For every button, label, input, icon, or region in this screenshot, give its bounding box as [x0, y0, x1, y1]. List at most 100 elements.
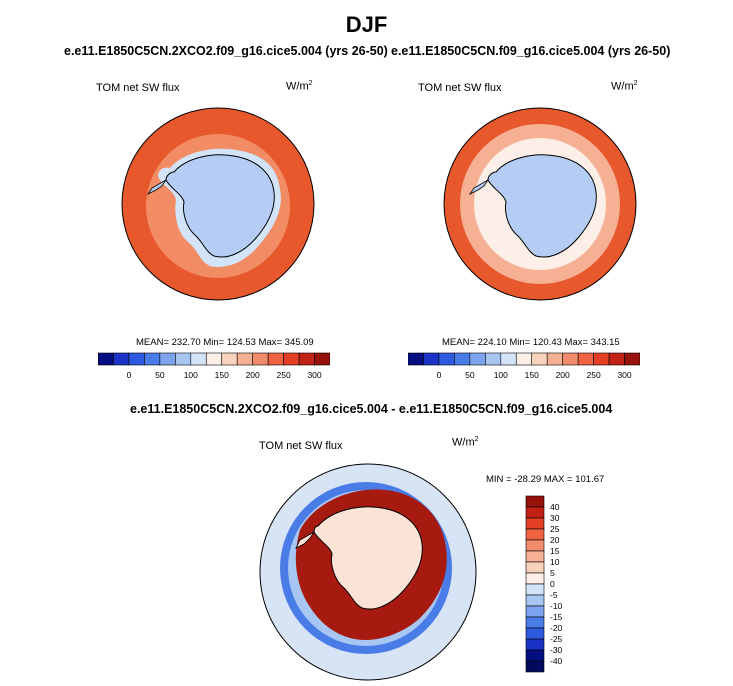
right-colorbar-tick-label: 250 — [587, 370, 601, 380]
left-colorbar-box — [113, 352, 130, 366]
left-colorbar-box — [267, 352, 284, 366]
left-colorbar-tick-label: 250 — [277, 370, 291, 380]
difference-colorbar-tick-label: -25 — [550, 634, 563, 644]
right-colorbar-box — [577, 352, 594, 366]
right-colorbar-box — [546, 352, 563, 366]
left-panel-title: e.e11.E1850C5CN.2XCO2.f09_g16.cice5.004 … — [64, 44, 388, 58]
page-title: DJF — [345, 12, 388, 37]
left-colorbar-box — [175, 352, 192, 366]
left-colorbar-tick-label: 200 — [246, 370, 260, 380]
left-colorbar-box — [98, 352, 114, 366]
difference-colorbar-box — [525, 539, 545, 552]
left-colorbar-box — [236, 352, 253, 366]
difference-colorbar-box — [525, 594, 545, 607]
right-colorbar-tick-label: 100 — [494, 370, 508, 380]
right-colorbar-box — [469, 352, 486, 366]
difference-colorbar-box — [525, 572, 545, 585]
difference-coastline — [313, 506, 423, 610]
left-colorbar-tick-label: 50 — [155, 370, 165, 380]
left-colorbar-box — [159, 352, 176, 366]
difference-colorbar-tick-label: -20 — [550, 623, 563, 633]
difference-colorbar-box — [525, 528, 545, 541]
difference-colorbar-tick-label: 0 — [550, 579, 555, 589]
left-antarctica-field — [166, 154, 275, 258]
left-coastline — [165, 154, 275, 258]
right-variable-label: TOM net SW flux — [418, 82, 502, 94]
right-polar-map — [443, 107, 637, 301]
difference-colorbar-box — [525, 605, 545, 618]
difference-colorbar-tick-label: -30 — [550, 645, 563, 655]
right-coastline — [487, 154, 597, 258]
right-colorbar-box — [593, 352, 610, 366]
right-colorbar-box — [515, 352, 533, 366]
left-colorbar: 050100150200250300350 — [98, 352, 330, 380]
difference-colorbar-tick-label: 10 — [550, 557, 560, 567]
difference-colorbar-box — [525, 627, 545, 640]
left-colorbar-box — [314, 352, 330, 366]
right-colorbar-tick-label: 0 — [437, 370, 442, 380]
right-colorbar-box — [485, 352, 502, 366]
left-colorbar-tick-label: 0 — [127, 370, 132, 380]
left-colorbar-tick-label: 150 — [215, 370, 229, 380]
difference-colorbar-box — [525, 506, 545, 519]
right-colorbar-tick-label: 150 — [525, 370, 539, 380]
right-antarctica-field — [488, 154, 597, 258]
left-map-border — [121, 107, 315, 301]
difference-colorbar-box — [525, 517, 545, 530]
left-variable-label: TOM net SW flux — [96, 82, 180, 94]
difference-colorbar-tick-label: -10 — [550, 601, 563, 611]
difference-variable-label: TOM net SW flux — [259, 440, 343, 452]
left-colorbar-box — [128, 352, 145, 366]
right-colorbar-tick-label: 50 — [465, 370, 475, 380]
right-colorbar-box — [624, 352, 640, 366]
difference-colorbar-box — [525, 561, 545, 574]
left-colorbar-tick-label: 100 — [184, 370, 198, 380]
left-colorbar-box — [144, 352, 161, 366]
right-colorbar-box — [531, 352, 548, 366]
difference-colorbar-tick-label: -5 — [550, 590, 558, 600]
right-colorbar-box — [500, 352, 517, 366]
difference-colorbar-box — [525, 660, 545, 673]
left-polar-map — [121, 107, 315, 301]
difference-colorbar-tick-label: 5 — [550, 568, 555, 578]
right-peninsula — [468, 179, 489, 196]
left-colorbar-box — [205, 352, 223, 366]
difference-antarctica-field — [314, 506, 423, 610]
difference-units-label: W/m2 — [452, 436, 479, 449]
left-colorbar-box — [283, 352, 300, 366]
left-colorbar-box — [190, 352, 207, 366]
right-colorbar-tick-label: 200 — [556, 370, 570, 380]
right-panel-title: e.e11.E1850C5CN.f09_g16.cice5.004 (yrs 2… — [391, 44, 671, 58]
difference-panel-title: e.e11.E1850C5CN.2XCO2.f09_g16.cice5.004 … — [130, 402, 613, 416]
difference-map-border — [259, 463, 477, 681]
difference-colorbar-tick-label: 30 — [550, 513, 560, 523]
difference-colorbar-tick-label: 25 — [550, 524, 560, 534]
left-colorbar-tick-label: 300 — [307, 370, 321, 380]
difference-colorbar-box — [525, 649, 545, 662]
right-colorbar-box — [608, 352, 625, 366]
right-colorbar-box — [562, 352, 579, 366]
difference-colorbar-box — [525, 583, 545, 596]
left-colorbar-box — [252, 352, 269, 366]
left-colorbar-box — [221, 352, 238, 366]
left-colorbar-box — [298, 352, 315, 366]
difference-peninsula — [295, 531, 315, 549]
left-stats: MEAN= 232.70 Min= 124.53 Max= 345.09 — [136, 337, 314, 348]
difference-colorbar-tick-label: 40 — [550, 502, 560, 512]
right-colorbar-box — [408, 352, 424, 366]
right-units-label: W/m2 — [611, 80, 638, 93]
difference-colorbar-tick-label: -15 — [550, 612, 563, 622]
difference-polar-map — [259, 463, 477, 681]
right-colorbar-box — [438, 352, 455, 366]
left-peninsula — [146, 179, 167, 196]
difference-colorbar-box — [525, 616, 545, 629]
left-units-label: W/m2 — [286, 80, 313, 93]
difference-colorbar-tick-label: -40 — [550, 656, 563, 666]
right-colorbar: 050100150200250300350 — [408, 352, 640, 380]
difference-colorbar-box — [525, 495, 545, 508]
right-colorbar-box — [423, 352, 440, 366]
difference-colorbar-tick-label: 20 — [550, 535, 560, 545]
right-colorbar-tick-label: 300 — [617, 370, 631, 380]
difference-colorbar-box — [525, 638, 545, 651]
